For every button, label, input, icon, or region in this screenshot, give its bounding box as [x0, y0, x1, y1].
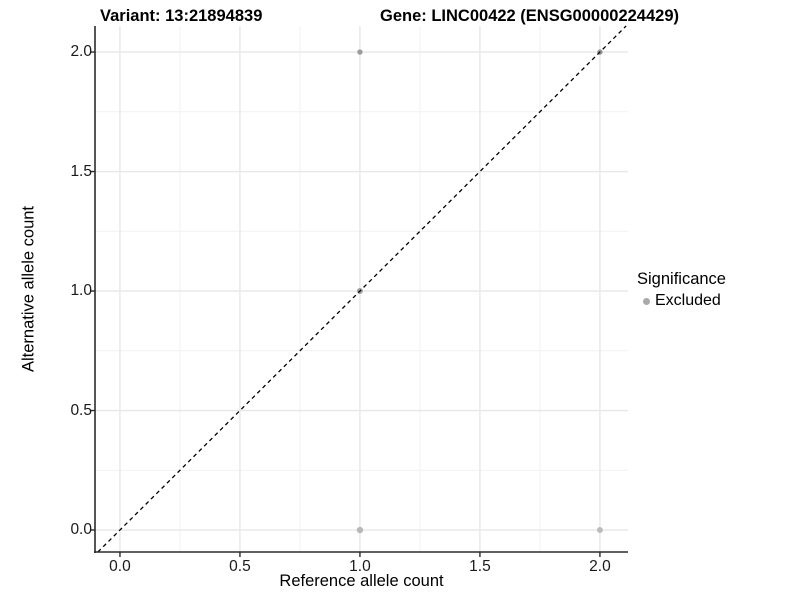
y-tick-label: 1.0 [70, 282, 92, 300]
data-point [356, 526, 364, 534]
legend: Significance Excluded [637, 270, 726, 310]
x-tick-label: 1.5 [469, 558, 491, 575]
y-tick-label: 0.0 [70, 521, 92, 538]
x-tick-label: 0.0 [109, 558, 131, 575]
x-tick-label: 2.0 [589, 558, 611, 575]
data-point [596, 527, 603, 534]
legend-entry-excluded: Excluded [637, 292, 726, 310]
y-tick-label: 2.0 [70, 43, 92, 61]
identity-line [97, 25, 627, 553]
x-tick-label: 0.5 [229, 558, 251, 575]
legend-point-icon [643, 297, 650, 305]
variant-title: Variant: 13:21894839 [100, 7, 263, 25]
x-axis-title: Reference allele count [279, 572, 444, 590]
legend-title: Significance [637, 270, 726, 288]
legend-entry-label: Excluded [655, 292, 721, 309]
y-tick-label: 0.5 [70, 401, 92, 419]
gene-title: Gene: LINC00422 (ENSG00000224429) [380, 7, 679, 25]
data-point [357, 49, 363, 55]
y-tick-label: 1.5 [70, 162, 92, 180]
x-tick-label: 1.0 [349, 558, 371, 575]
